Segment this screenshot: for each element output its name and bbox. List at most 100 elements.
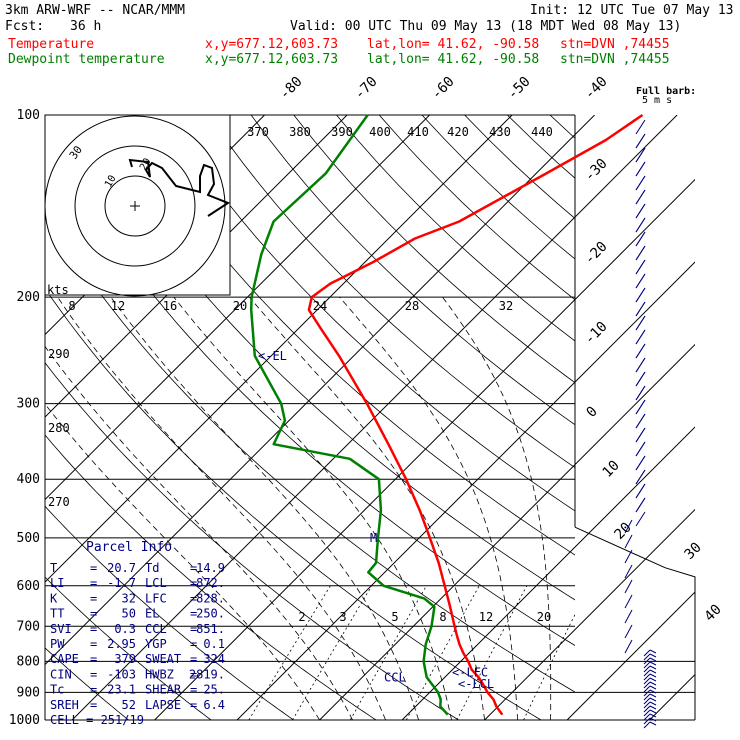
- parcel-info-eq: =: [190, 591, 197, 605]
- dry-adiabat: [635, 115, 740, 733]
- parcel-info-eq: =: [90, 561, 97, 575]
- parcel-info-value: 14.9: [196, 561, 225, 575]
- parcel-info-key: EL: [145, 607, 159, 621]
- potential-temperature-label: 370: [247, 125, 269, 139]
- parcel-info-key: TT: [50, 607, 64, 621]
- dry-adiabat: [378, 115, 575, 301]
- pressure-tick-label: 700: [17, 619, 40, 634]
- temperature-tick-label: 0: [584, 404, 601, 421]
- temperature-tick-label: 30: [682, 540, 705, 563]
- parcel-info-value: 872.: [196, 576, 225, 590]
- mixing-ratio-line: [292, 585, 373, 720]
- isotherm: [45, 115, 430, 501]
- wind-barb-icon: [635, 161, 646, 191]
- parcel-info-key: LAPSE: [145, 698, 181, 712]
- dry-adiabat: [122, 115, 575, 556]
- wind-barb-icon: [635, 455, 646, 485]
- parcel-info-eq: =: [190, 576, 197, 590]
- potential-temperature-label: 420: [447, 125, 469, 139]
- wind-barb-icon: [643, 693, 657, 701]
- moist-adiabat: [442, 296, 552, 720]
- mixing-ratio-label: 12: [479, 610, 493, 624]
- wind-barb-icon: [643, 685, 657, 693]
- plot-area-extended-group: [45, 115, 695, 720]
- dry-adiabat: [293, 115, 575, 384]
- dewpoint-xy: x,y=677.12,603.73: [205, 52, 339, 67]
- isotherm: [566, 591, 695, 720]
- mixing-ratio-label: 20: [537, 610, 551, 624]
- parcel-info-key: Tc: [50, 683, 64, 697]
- init-time: Init: 12 UTC Tue 07 May 13: [530, 3, 734, 18]
- dry-adiabat: [45, 505, 295, 720]
- parcel-info-value: 6.4: [203, 698, 225, 712]
- parcel-info-key: Td: [145, 561, 159, 575]
- wind-barb-icon: [643, 661, 657, 669]
- parcel-info-eq: =: [190, 698, 197, 712]
- temperature-tick-label: -70: [352, 74, 381, 103]
- dry-adiabat: [79, 115, 575, 601]
- temperature-tick-label: 40: [702, 602, 725, 625]
- temperature-station: stn=DVN ,74455: [560, 37, 670, 52]
- parcel-level-label: <-LFC: [452, 666, 488, 680]
- wind-barb-icon: [624, 579, 633, 594]
- speed-scale-label: 8: [68, 299, 75, 313]
- wind-barb-icon: [643, 713, 657, 721]
- parcel-info-key: K: [50, 591, 58, 605]
- isotherm: [45, 115, 348, 418]
- parcel-info-key: SVI: [50, 622, 72, 636]
- temperature-tick-label: -50: [505, 74, 534, 103]
- pressure-tick-label: 1000: [9, 713, 40, 728]
- mixing-ratio-label: 3: [339, 610, 346, 624]
- wind-barbs: [624, 119, 657, 729]
- parcel-info-key: SHEAR: [145, 683, 182, 697]
- parcel-info-value: 379: [114, 652, 136, 666]
- parcel-info-key: T: [50, 561, 57, 575]
- wind-barb-icon: [643, 721, 657, 729]
- parcel-info-value: 20.7: [107, 561, 136, 575]
- dry-adiabat: [45, 576, 212, 720]
- wind-barb-icon: [624, 519, 633, 534]
- pressure-tick-label: 400: [17, 472, 40, 487]
- hodograph-units-label: kts: [47, 283, 69, 297]
- parcel-info-value: 32: [122, 591, 136, 605]
- forecast-hours: 36 h: [70, 19, 102, 34]
- wind-barb-icon: [643, 689, 657, 697]
- wind-barb-icon: [635, 287, 646, 317]
- parcel-info-eq: =: [90, 622, 97, 636]
- wind-barb-icon: [624, 639, 633, 654]
- dry-adiabat: [336, 115, 575, 342]
- parcel-info-value: -103: [107, 667, 136, 681]
- wind-barb-icon: [624, 609, 633, 624]
- parcel-info-key: LI: [50, 576, 64, 590]
- parcel-info-key: HWBZ: [145, 667, 174, 681]
- dry-adiabat: [208, 115, 575, 469]
- isotherm: [45, 115, 595, 666]
- parcel-info-eq: =: [190, 652, 197, 666]
- wind-barb-icon: [643, 681, 657, 689]
- parcel-info-key: LCL: [145, 576, 167, 590]
- dry-adiabat: [678, 115, 740, 733]
- direction-label: 270: [48, 495, 70, 509]
- dry-adiabat: [45, 210, 575, 693]
- parcel-info-value: 25.: [203, 683, 225, 697]
- wind-barb-icon: [635, 357, 646, 387]
- temperature-tick-label: -10: [582, 319, 611, 348]
- wind-barb-icon: [635, 329, 646, 359]
- parcel-info-eq: =: [90, 607, 97, 621]
- potential-temperature-label: 380: [289, 125, 311, 139]
- wind-barb-icon: [635, 427, 646, 457]
- wind-barb-icon: [643, 649, 657, 657]
- wind-barb-icon: [635, 189, 646, 219]
- speed-scale-label: 12: [111, 299, 125, 313]
- parcel-info-value: 2819.: [189, 667, 225, 681]
- pressure-tick-label: 100: [17, 108, 40, 123]
- speed-scale-label: 24: [313, 299, 327, 313]
- temperature-profile: [307, 113, 644, 716]
- parcel-info-value: 0.3: [114, 622, 136, 636]
- hodograph-ring-label: 10: [103, 174, 119, 190]
- isotherm: [45, 115, 513, 583]
- parcel-info-eq: =: [190, 637, 197, 651]
- parcel-info-key: YGP: [145, 637, 167, 651]
- parcel-level-label: <-LCL: [458, 677, 494, 691]
- temperature-latlon: lat,lon= 41.62, -90.58: [367, 37, 540, 52]
